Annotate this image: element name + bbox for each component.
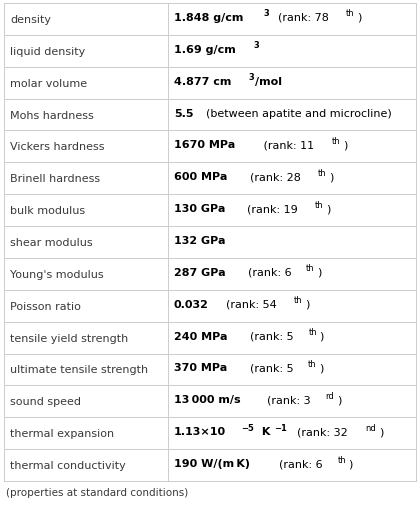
Text: ): ) <box>343 140 347 150</box>
Text: (rank: 54: (rank: 54 <box>219 299 277 309</box>
Text: ): ) <box>379 427 383 436</box>
Text: 1.13×10: 1.13×10 <box>174 427 226 436</box>
Text: density: density <box>10 15 51 25</box>
Text: rd: rd <box>326 391 334 400</box>
Text: /mol: /mol <box>255 76 283 87</box>
Text: sound speed: sound speed <box>10 397 81 407</box>
Text: (rank: 5: (rank: 5 <box>243 363 293 373</box>
Text: bulk modulus: bulk modulus <box>10 206 85 216</box>
Text: 4.877 cm: 4.877 cm <box>174 76 231 87</box>
Text: (rank: 6: (rank: 6 <box>241 267 291 277</box>
Text: th: th <box>346 9 354 18</box>
Text: ): ) <box>336 394 341 405</box>
Text: th: th <box>318 168 326 178</box>
Text: (rank: 6: (rank: 6 <box>272 458 323 468</box>
Text: 130 GPa: 130 GPa <box>174 204 226 214</box>
Text: Vickers hardness: Vickers hardness <box>10 142 105 152</box>
Text: ): ) <box>349 458 353 468</box>
Text: tensile yield strength: tensile yield strength <box>10 333 128 343</box>
Text: molar volume: molar volume <box>10 78 87 89</box>
Text: 240 MPa: 240 MPa <box>174 331 228 341</box>
Text: (rank: 3: (rank: 3 <box>260 394 311 405</box>
Text: −5: −5 <box>241 423 254 432</box>
Text: (rank: 5: (rank: 5 <box>243 331 294 341</box>
Text: (rank: 78: (rank: 78 <box>271 13 329 23</box>
Text: ): ) <box>304 299 309 309</box>
Text: th: th <box>294 296 302 304</box>
Text: 600 MPa: 600 MPa <box>174 172 227 182</box>
Text: 5.5: 5.5 <box>174 108 194 118</box>
Text: 3: 3 <box>248 73 254 82</box>
Text: 287 GPa: 287 GPa <box>174 267 226 277</box>
Text: ): ) <box>317 267 321 277</box>
Text: (rank: 32: (rank: 32 <box>291 427 348 436</box>
Text: K: K <box>258 427 270 436</box>
Text: 1.848 g/cm: 1.848 g/cm <box>174 13 243 23</box>
Text: (rank: 19: (rank: 19 <box>240 204 298 214</box>
Text: 190 W/(m K): 190 W/(m K) <box>174 458 250 468</box>
Text: th: th <box>308 359 317 368</box>
Text: ): ) <box>326 204 330 214</box>
Text: th: th <box>337 455 346 464</box>
Text: 3: 3 <box>254 41 260 50</box>
Text: (rank: 11: (rank: 11 <box>253 140 314 150</box>
Text: liquid density: liquid density <box>10 47 85 56</box>
Text: (between apatite and microcline): (between apatite and microcline) <box>199 108 392 118</box>
Text: −1: −1 <box>274 423 287 432</box>
Text: 3: 3 <box>263 9 269 18</box>
Text: (properties at standard conditions): (properties at standard conditions) <box>6 487 188 497</box>
Text: 370 MPa: 370 MPa <box>174 363 227 373</box>
Text: 1.69 g/cm: 1.69 g/cm <box>174 45 236 54</box>
Text: ): ) <box>319 363 323 373</box>
Text: thermal expansion: thermal expansion <box>10 429 114 438</box>
Text: 13 000 m/s: 13 000 m/s <box>174 394 241 405</box>
Text: shear modulus: shear modulus <box>10 238 93 247</box>
Text: Brinell hardness: Brinell hardness <box>10 174 100 184</box>
Text: ): ) <box>329 172 333 182</box>
Text: th: th <box>306 264 315 273</box>
Text: ): ) <box>320 331 324 341</box>
Text: thermal conductivity: thermal conductivity <box>10 460 126 470</box>
Text: 1670 MPa: 1670 MPa <box>174 140 235 150</box>
Text: nd: nd <box>365 423 376 432</box>
Text: ): ) <box>357 13 361 23</box>
Text: Young's modulus: Young's modulus <box>10 269 104 279</box>
Text: Poisson ratio: Poisson ratio <box>10 301 81 311</box>
Text: 132 GPa: 132 GPa <box>174 236 226 245</box>
Text: Mohs hardness: Mohs hardness <box>10 110 94 120</box>
Text: th: th <box>332 136 341 146</box>
Text: ultimate tensile strength: ultimate tensile strength <box>10 365 148 375</box>
Text: th: th <box>315 200 323 209</box>
Text: th: th <box>308 327 317 336</box>
Text: (rank: 28: (rank: 28 <box>243 172 301 182</box>
Text: 0.032: 0.032 <box>174 299 209 309</box>
